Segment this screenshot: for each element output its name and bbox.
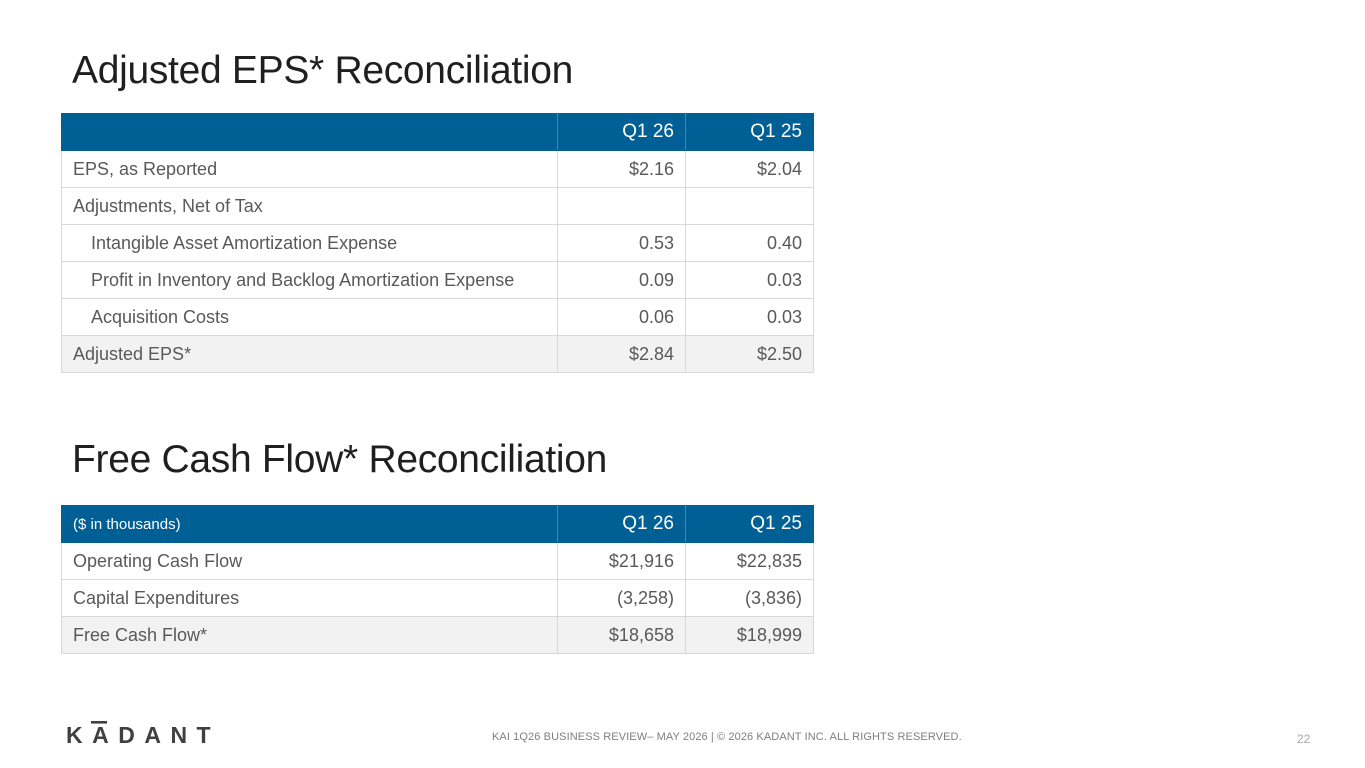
value-q1-25: $2.04 bbox=[685, 150, 814, 188]
header-q1-25: Q1 25 bbox=[685, 113, 814, 151]
row-label: Acquisition Costs bbox=[61, 298, 558, 336]
free-cash-flow-reconciliation-table: ($ in thousands) Q1 26 Q1 25 Operating C… bbox=[61, 505, 814, 654]
value-q1-26: $2.16 bbox=[557, 150, 686, 188]
value-q1-26 bbox=[557, 187, 686, 225]
table-row: Adjustments, Net of Tax bbox=[61, 187, 814, 225]
value-q1-25: $2.50 bbox=[685, 335, 814, 373]
page-number: 22 bbox=[1297, 732, 1311, 746]
header-units-note: ($ in thousands) bbox=[61, 505, 558, 543]
value-q1-25: (3,836) bbox=[685, 579, 814, 617]
table-row: EPS, as Reported $2.16 $2.04 bbox=[61, 150, 814, 188]
value-q1-25: $18,999 bbox=[685, 616, 814, 654]
value-q1-26: $21,916 bbox=[557, 542, 686, 580]
logo-wordmark: KADANT bbox=[66, 722, 216, 745]
table-header-row: ($ in thousands) Q1 26 Q1 25 bbox=[61, 505, 814, 543]
row-label: Free Cash Flow* bbox=[61, 616, 558, 654]
value-q1-26: (3,258) bbox=[557, 579, 686, 617]
row-label: Adjusted EPS* bbox=[61, 335, 558, 373]
table-row: Capital Expenditures (3,258) (3,836) bbox=[61, 579, 814, 617]
table-row: Profit in Inventory and Backlog Amortiza… bbox=[61, 261, 814, 299]
kadant-logo: KADANT bbox=[66, 721, 216, 745]
header-q1-26: Q1 26 bbox=[557, 113, 686, 151]
eps-reconciliation-table: Q1 26 Q1 25 EPS, as Reported $2.16 $2.04… bbox=[61, 113, 814, 373]
value-q1-26: $18,658 bbox=[557, 616, 686, 654]
value-q1-26: 0.53 bbox=[557, 224, 686, 262]
row-label: Intangible Asset Amortization Expense bbox=[61, 224, 558, 262]
footer-copyright: KAI 1Q26 BUSINESS REVIEW– MAY 2026 | © 2… bbox=[492, 731, 962, 743]
row-label: Profit in Inventory and Backlog Amortiza… bbox=[61, 261, 558, 299]
table-header-row: Q1 26 Q1 25 bbox=[61, 113, 814, 151]
eps-reconciliation-title: Adjusted EPS* Reconciliation bbox=[72, 49, 574, 92]
table-total-row: Free Cash Flow* $18,658 $18,999 bbox=[61, 616, 814, 654]
value-q1-25: 0.40 bbox=[685, 224, 814, 262]
row-label: Operating Cash Flow bbox=[61, 542, 558, 580]
value-q1-26: 0.06 bbox=[557, 298, 686, 336]
table-row: Operating Cash Flow $21,916 $22,835 bbox=[61, 542, 814, 580]
row-label: Adjustments, Net of Tax bbox=[61, 187, 558, 225]
value-q1-25: $22,835 bbox=[685, 542, 814, 580]
table-row: Acquisition Costs 0.06 0.03 bbox=[61, 298, 814, 336]
table-row: Intangible Asset Amortization Expense 0.… bbox=[61, 224, 814, 262]
row-label: EPS, as Reported bbox=[61, 150, 558, 188]
value-q1-26: 0.09 bbox=[557, 261, 686, 299]
header-q1-25: Q1 25 bbox=[685, 505, 814, 543]
value-q1-26: $2.84 bbox=[557, 335, 686, 373]
free-cash-flow-reconciliation-title: Free Cash Flow* Reconciliation bbox=[72, 438, 608, 481]
header-label-cell bbox=[61, 113, 558, 151]
table-total-row: Adjusted EPS* $2.84 $2.50 bbox=[61, 335, 814, 373]
header-q1-26: Q1 26 bbox=[557, 505, 686, 543]
value-q1-25: 0.03 bbox=[685, 261, 814, 299]
row-label: Capital Expenditures bbox=[61, 579, 558, 617]
value-q1-25 bbox=[685, 187, 814, 225]
value-q1-25: 0.03 bbox=[685, 298, 814, 336]
